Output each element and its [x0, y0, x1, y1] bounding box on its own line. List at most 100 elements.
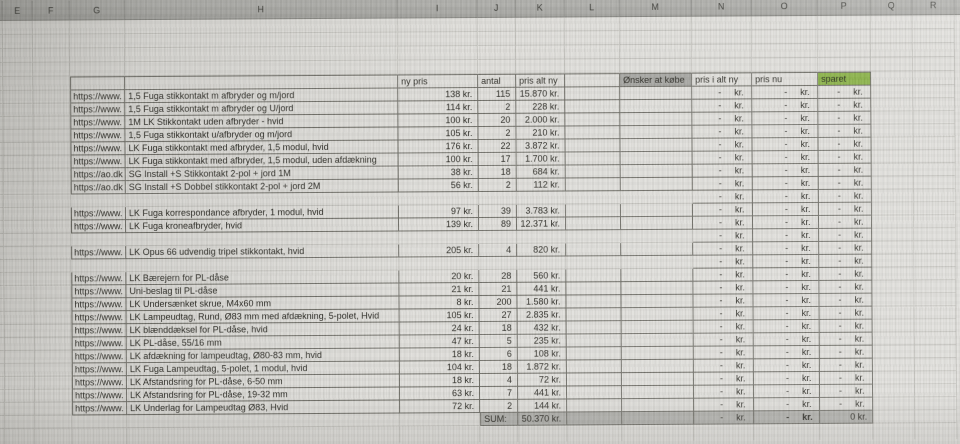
cell-r[interactable]	[913, 150, 956, 164]
cell-saved[interactable]: - kr.	[818, 163, 872, 177]
cell-url[interactable]: https://www.	[72, 389, 128, 403]
cell-want-to-buy[interactable]	[620, 177, 693, 192]
cell-new-price[interactable]	[399, 257, 480, 271]
cell-want-to-buy[interactable]	[621, 333, 694, 348]
cell-e[interactable]	[4, 363, 35, 377]
cell-p[interactable]	[817, 57, 872, 72]
cell-total-new[interactable]: 2.835 kr.	[517, 308, 567, 322]
cell-g[interactable]	[69, 48, 126, 63]
cell-price-now[interactable]: - kr.	[752, 111, 819, 126]
cell-f[interactable]	[34, 259, 72, 273]
cell-total-new[interactable]: 112 kr.	[516, 178, 566, 192]
cell-saved[interactable]: - kr.	[819, 306, 873, 320]
cell-url[interactable]: https://ao.dk	[70, 168, 126, 182]
cell-q[interactable]	[872, 254, 915, 268]
cell-url[interactable]: https://www.	[70, 207, 126, 221]
cell-sum-new[interactable]: - kr.	[693, 242, 754, 256]
cell-q[interactable]	[872, 280, 915, 294]
cell-saved[interactable]: - kr.	[818, 137, 872, 151]
cell-want-to-buy[interactable]	[621, 255, 694, 270]
sum-price-now[interactable]: - kr.	[754, 410, 821, 425]
cell-sum-new[interactable]: - kr.	[692, 190, 753, 204]
cell-want-to-buy[interactable]	[621, 385, 695, 400]
cell-e[interactable]	[3, 62, 34, 77]
cell-new-price[interactable]: 47 kr.	[399, 335, 480, 349]
cell-r[interactable]	[914, 280, 957, 294]
cell-want-to-buy[interactable]	[621, 346, 694, 361]
cell-n[interactable]	[692, 58, 753, 73]
cell-k[interactable]	[515, 31, 565, 46]
cell-sum-new[interactable]: - kr.	[692, 138, 753, 152]
cell-f[interactable]	[34, 233, 72, 247]
cell-price-now[interactable]: - kr.	[753, 267, 820, 282]
cell-l[interactable]	[565, 165, 621, 179]
cell-price-now[interactable]: - kr.	[752, 163, 819, 178]
cell-e[interactable]	[3, 155, 34, 169]
cell-l[interactable]	[566, 308, 622, 322]
cell-sum-new[interactable]: - kr.	[692, 86, 753, 100]
cell-f[interactable]	[34, 324, 72, 338]
cell-qty[interactable]: 2	[478, 100, 517, 115]
cell-saved[interactable]: - kr.	[818, 150, 872, 164]
cell-r[interactable]	[912, 43, 955, 58]
cell-q[interactable]	[871, 71, 914, 86]
cell-f[interactable]	[33, 103, 71, 117]
cell-e[interactable]	[3, 90, 34, 104]
cell-e[interactable]	[3, 168, 34, 182]
cell-qty[interactable]: 20	[478, 113, 517, 128]
cell-url[interactable]: https://www.	[71, 337, 127, 351]
cell-r[interactable]	[914, 228, 957, 242]
cell-n[interactable]	[691, 16, 752, 31]
sum-new-header[interactable]: pris i alt ny	[692, 72, 753, 87]
cell-l[interactable]	[564, 31, 620, 46]
cell-l[interactable]	[566, 373, 622, 387]
cell-r[interactable]	[915, 423, 958, 440]
column-header-cell[interactable]: F	[32, 0, 70, 20]
cell-e[interactable]	[4, 298, 35, 312]
cell-sum-new[interactable]: - kr.	[693, 333, 754, 347]
cell-sum-new[interactable]: - kr.	[692, 99, 753, 113]
cell-e[interactable]	[4, 246, 35, 260]
cell-want-to-buy[interactable]	[622, 411, 695, 426]
cell-total-new[interactable]: 432 kr.	[517, 321, 567, 335]
cell-q[interactable]	[871, 215, 915, 229]
cell-total-new[interactable]: 144 kr.	[518, 399, 568, 413]
cell-qty[interactable]: 115	[478, 87, 517, 102]
cell-want-to-buy[interactable]	[621, 320, 694, 335]
cell-total-new[interactable]: 441 kr.	[517, 282, 567, 296]
cell-new-price[interactable]: 114 kr.	[398, 101, 479, 115]
cell-saved[interactable]: - kr.	[818, 202, 872, 216]
cell-price-now[interactable]: - kr.	[752, 176, 819, 191]
cell-q[interactable]	[871, 189, 914, 203]
cell-r[interactable]	[913, 215, 957, 229]
cell-f[interactable]	[34, 285, 72, 299]
cell-l[interactable]	[566, 360, 622, 374]
cell-l[interactable]	[566, 269, 622, 283]
cell-url[interactable]: https://www.	[70, 155, 126, 169]
cell-total-new[interactable]: 12.371 kr.	[516, 217, 567, 231]
cell-want-to-buy[interactable]	[621, 229, 694, 244]
cell-e[interactable]	[2, 34, 33, 49]
cell-price-now[interactable]: - kr.	[753, 345, 820, 360]
column-header-cell[interactable]: M	[619, 0, 692, 17]
cell-r[interactable]	[914, 345, 957, 359]
cell-saved[interactable]: - kr.	[819, 371, 873, 385]
cell-e[interactable]	[4, 259, 35, 273]
cell-new-price[interactable]: 72 kr.	[400, 400, 481, 414]
cell-l[interactable]	[564, 17, 620, 32]
cell-f[interactable]	[33, 129, 71, 143]
cell-sum-new[interactable]: - kr.	[692, 164, 753, 178]
cell-l[interactable]	[567, 399, 623, 413]
cell-price-now[interactable]: - kr.	[752, 98, 819, 113]
cell-q[interactable]	[871, 163, 914, 177]
cell-qty[interactable]: 7	[480, 386, 519, 401]
cell-m[interactable]	[619, 44, 693, 60]
cell-url[interactable]: https://www.	[72, 402, 128, 416]
cell-total-new[interactable]: 72 kr.	[517, 373, 568, 387]
cell-f[interactable]	[34, 246, 72, 260]
cell-want-to-buy[interactable]	[620, 203, 693, 218]
cell-l[interactable]	[566, 282, 622, 296]
cell-total-new[interactable]: 560 kr.	[517, 269, 567, 283]
column-header-cell[interactable]: H	[124, 0, 398, 20]
cell-new-price[interactable]: 138 kr.	[398, 88, 479, 102]
